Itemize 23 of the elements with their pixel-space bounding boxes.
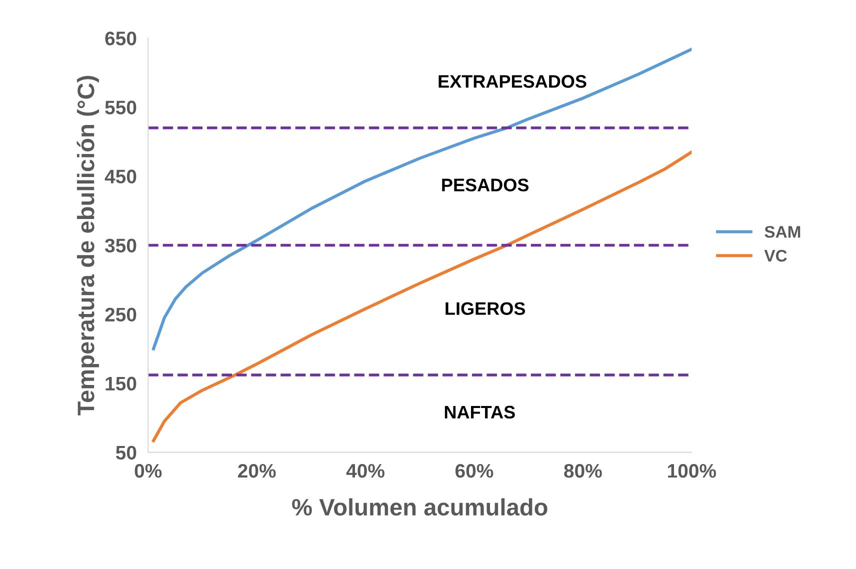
x-tick-label: 40% <box>346 464 384 478</box>
annotation: NAFTAS <box>444 406 515 419</box>
x-tick-label: 100% <box>668 464 716 478</box>
y-tick-label: 50 <box>116 446 136 460</box>
x-axis-title: % Volumen acumulado <box>292 498 548 516</box>
line-series <box>152 150 692 442</box>
legend-label: VC <box>764 250 787 262</box>
x-tick-label: 60% <box>455 464 494 478</box>
y-tick-label: 150 <box>106 376 136 391</box>
y-tick-label: 250 <box>105 308 136 322</box>
y-tick-label: 650 <box>105 32 136 46</box>
legend-label: SAM <box>764 226 800 238</box>
y-axis-title: Temperatura de ebullición (°C) <box>76 76 99 416</box>
x-tick-label: 80% <box>564 464 602 478</box>
annotation: PESADOS <box>442 178 529 192</box>
y-tick-label: 350 <box>104 238 136 253</box>
x-tick-label: 0% <box>134 464 162 478</box>
x-tick-label: 20% <box>238 464 276 478</box>
y-tick-label: 550 <box>105 100 136 114</box>
annotation: LIGEROS <box>446 302 526 315</box>
y-tick-label: 450 <box>104 170 136 184</box>
annotation: EXTRAPESADOS <box>438 75 586 88</box>
line-series <box>152 48 692 350</box>
